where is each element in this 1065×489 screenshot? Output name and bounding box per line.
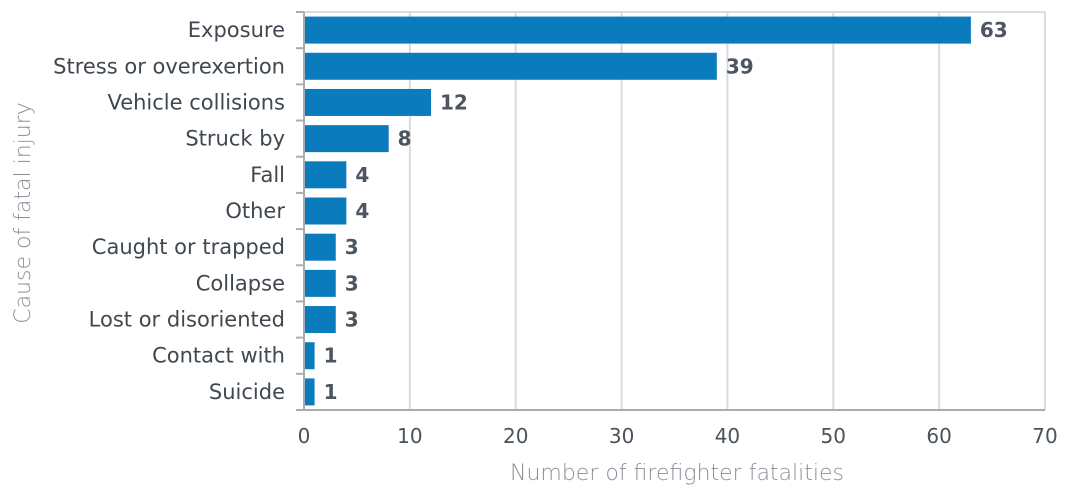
x-tick-label: 30 bbox=[609, 424, 634, 448]
value-label: 3 bbox=[345, 235, 359, 259]
category-label: Lost or disoriented bbox=[89, 308, 285, 332]
value-label: 39 bbox=[726, 54, 754, 78]
bar bbox=[305, 233, 336, 261]
value-label: 3 bbox=[345, 271, 359, 295]
category-label: Vehicle collisions bbox=[107, 90, 285, 114]
x-tick-label: 10 bbox=[397, 424, 422, 448]
bar bbox=[305, 197, 347, 225]
x-tick-label: 0 bbox=[298, 424, 311, 448]
value-label: 1 bbox=[324, 344, 338, 368]
x-tick-label: 20 bbox=[503, 424, 528, 448]
x-axis-title: Number of firefighter fatalities bbox=[510, 461, 844, 486]
bar bbox=[305, 306, 336, 334]
value-label: 3 bbox=[345, 308, 359, 332]
bar bbox=[305, 125, 389, 153]
bar bbox=[305, 269, 336, 297]
category-label: Other bbox=[225, 199, 285, 223]
category-label: Struck by bbox=[185, 127, 285, 151]
x-tick-label: 50 bbox=[821, 424, 846, 448]
category-label: Fall bbox=[250, 163, 285, 187]
bar bbox=[305, 52, 717, 80]
category-label: Exposure bbox=[188, 18, 285, 42]
value-label: 1 bbox=[324, 380, 338, 404]
labels: 0 10 20 30 40 50 60 70 Exposure 63 Stress or overe… bbox=[53, 18, 1058, 448]
x-tick-label: 40 bbox=[715, 424, 740, 448]
category-label: Collapse bbox=[196, 271, 285, 295]
value-label: 8 bbox=[398, 127, 412, 151]
bar bbox=[305, 161, 347, 189]
value-label: 12 bbox=[440, 90, 468, 114]
x-tick-label: 60 bbox=[926, 424, 951, 448]
category-label: Suicide bbox=[209, 380, 285, 404]
bar bbox=[305, 88, 432, 116]
value-label: 4 bbox=[355, 163, 369, 187]
x-tick-label: 70 bbox=[1032, 424, 1057, 448]
y-axis-title: Cause of fatal injury bbox=[11, 102, 36, 324]
category-label: Contact with bbox=[152, 344, 285, 368]
axes bbox=[296, 11, 1045, 411]
bar bbox=[305, 378, 315, 406]
value-label: 4 bbox=[355, 199, 369, 223]
value-label: 63 bbox=[980, 18, 1008, 42]
category-label: Caught or trapped bbox=[92, 235, 285, 259]
bar bbox=[305, 342, 315, 370]
bar bbox=[305, 16, 971, 44]
bars bbox=[305, 16, 971, 406]
category-label: Stress or overexertion bbox=[53, 54, 285, 78]
